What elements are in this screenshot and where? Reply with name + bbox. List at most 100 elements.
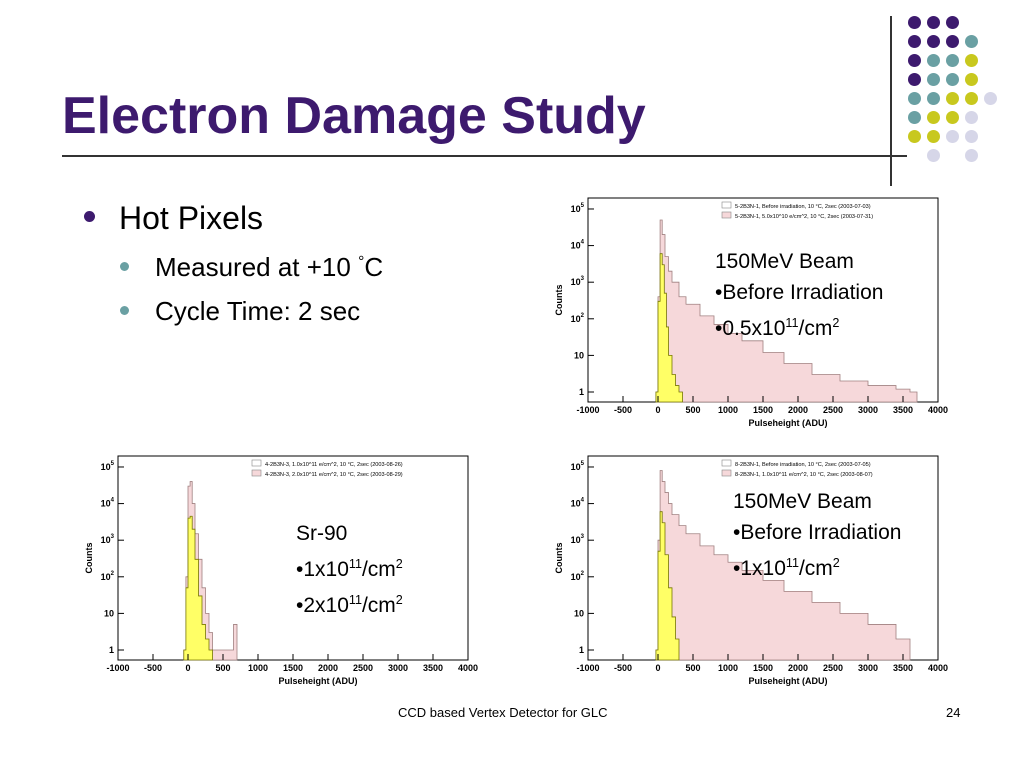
legend-swatch [721,459,732,467]
annotation-exponent: 11 [348,557,362,571]
y-tick-label: 105 [571,461,585,472]
decorative-dot [946,35,959,48]
decorative-dot [908,35,921,48]
y-tick-exponent: 5 [111,461,115,467]
x-tick-label: 1000 [248,663,268,673]
legend-swatch [251,469,262,477]
sub-bullet-unit: C [364,252,384,282]
x-tick-label: 0 [655,405,660,415]
y-tick-label: 105 [101,461,115,472]
legend-label: 5-2B3N-1, 5.0x10^10 e/cm^2, 10 °C, 2sec … [735,214,873,220]
y-tick-exponent: 4 [581,498,585,504]
legend-label: 4-2B3N-3, 2.0x10^11 e/cm^2, 10 °C, 2sec … [265,472,403,478]
x-tick-label: 0 [185,663,190,673]
sub-bullet-cycle-time: Cycle Time: 2 sec [120,296,360,327]
y-tick-label: 1 [109,645,114,655]
decorative-dot [908,111,921,124]
decorative-dot [946,130,959,143]
histogram-series [655,470,911,661]
x-tick-label: -500 [144,663,162,673]
y-tick-exponent: 2 [581,571,585,577]
y-tick-label: 103 [571,534,585,545]
x-tick-label: 1500 [753,405,773,415]
x-tick-label: -1000 [576,663,599,673]
bullet-dot-icon [84,211,95,223]
annotation-exponent: 2 [832,316,840,330]
x-tick-label: 4000 [458,663,478,673]
sub-bullet-text: Measured at +10 [155,252,359,282]
x-tick-label: 2000 [788,663,808,673]
x-tick-label: 2500 [823,663,843,673]
x-tick-label: 3000 [858,663,878,673]
legend-swatch [251,459,262,467]
y-tick-exponent: 4 [581,240,585,246]
annotation-bottom-right: 150MeV Beam •Before Irradiation •1x1011/… [733,486,901,584]
x-tick-label: -1000 [576,405,599,415]
decorative-dot [908,92,921,105]
legend-swatch [721,211,732,219]
y-axis-label: Counts [84,543,94,574]
y-tick-label: 10 [104,608,114,618]
decorative-dot [965,92,978,105]
y-tick-label: 104 [571,240,585,251]
annotation-line: •0.5x1011/cm2 [715,308,883,344]
decorative-dot [965,130,978,143]
sub-bullet-dot-icon [120,305,129,315]
legend-label: 4-2B3N-3, 1.0x10^11 e/cm^2, 10 °C, 2sec … [265,462,403,468]
x-tick-label: 2500 [353,663,373,673]
decorative-dot [984,92,997,105]
decorative-dot [908,130,921,143]
decorative-dot [965,54,978,67]
histogram-series [655,511,680,661]
sub-bullet-temperature: Measured at +10 °C [120,252,383,283]
histogram-bottom-right: 1 10 102 103 104 105 -1000 -500 0 500 1000 1500 2000… [548,448,948,688]
decorative-dot [927,92,940,105]
legend-label: 8-2B3N-1, 1.0x10^11 e/cm^2, 10 °C, 2sec … [735,472,873,478]
legend-swatch [721,201,732,209]
decorative-dot [927,35,940,48]
annotation-line: •1x1011/cm2 [733,548,901,584]
sub-bullet-dot-icon [120,261,129,271]
annotation-unit: /cm [361,558,396,581]
title-horizontal-rule [62,155,907,157]
x-tick-label: 2000 [318,663,338,673]
legend-swatch [721,469,732,477]
y-tick-label: 102 [101,571,115,582]
histogram-series [655,219,918,403]
annotation-line: 150MeV Beam [715,250,854,273]
y-tick-label: 103 [571,276,585,287]
x-axis-label: Pulseheight (ADU) [278,676,357,686]
annotation-line: •Before Irradiation [733,521,902,544]
annotation-line: 150MeV Beam [733,490,872,513]
decorative-dot [946,54,959,67]
y-tick-label: 104 [571,498,585,509]
decorative-dot-grid [908,16,1008,166]
x-tick-label: 4000 [928,663,948,673]
x-tick-label: 0 [655,663,660,673]
x-tick-label: 1500 [753,663,773,673]
y-tick-exponent: 3 [111,534,115,540]
title-vertical-rule [890,16,892,186]
annotation-text: •1x10 [733,557,786,580]
y-tick-exponent: 2 [111,571,115,577]
y-tick-label: 105 [571,203,585,214]
x-tick-label: 500 [215,663,230,673]
decorative-dot [965,35,978,48]
x-tick-label: 3500 [893,663,913,673]
decorative-dot [946,73,959,86]
decorative-dot [908,73,921,86]
annotation-text: •2x10 [296,594,349,617]
annotation-unit: /cm [361,594,396,617]
annotation-line: •1x1011/cm2 [296,549,403,585]
annotation-bottom-left: Sr-90 •1x1011/cm2 •2x1011/cm2 [296,518,403,621]
x-tick-label: 1500 [283,663,303,673]
decorative-dot [927,16,940,29]
decorative-dot [965,111,978,124]
annotation-exponent: 11 [785,556,799,570]
y-tick-exponent: 3 [581,534,585,540]
legend-label: 8-2B3N-1, Before irradiation, 10 °C, 2se… [735,462,871,468]
bullet-text: Hot Pixels [119,200,264,236]
decorative-dot [927,73,940,86]
decorative-dot [965,73,978,86]
